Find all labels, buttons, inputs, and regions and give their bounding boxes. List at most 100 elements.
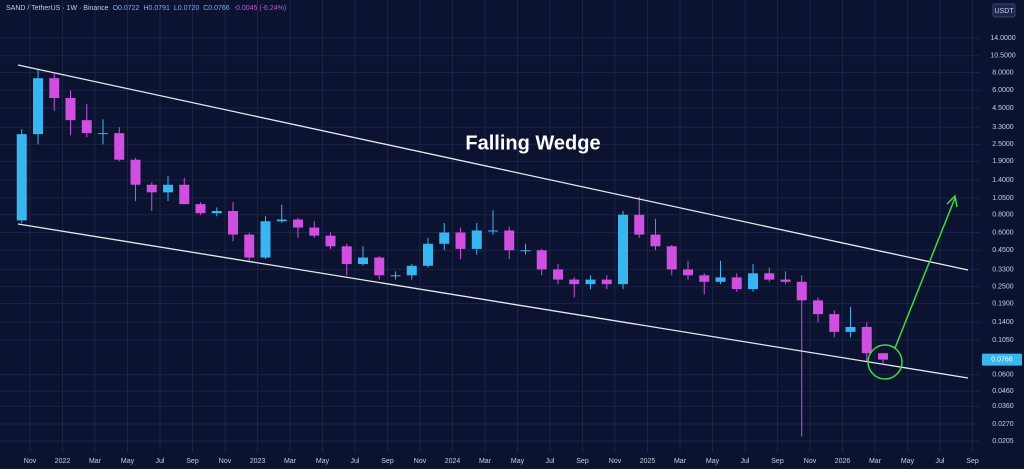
y-tick-label: 2.5000: [992, 141, 1014, 148]
breakout-circle: [867, 344, 903, 380]
candle-body: [861, 326, 872, 354]
y-tick-label: 1.0500: [992, 195, 1014, 202]
candle-body: [764, 273, 775, 280]
x-tick-label: Jul: [741, 458, 750, 465]
candles: [16, 69, 888, 437]
x-tick-label: 2024: [445, 458, 461, 465]
candle-body: [585, 279, 596, 285]
y-tick-label: 0.1400: [992, 319, 1014, 326]
y-tick-label: 3.3000: [992, 124, 1014, 131]
y-tick-label: 0.0600: [992, 372, 1014, 379]
x-tick-label: Sep: [966, 458, 979, 465]
y-tick-label: 0.8000: [992, 212, 1014, 219]
x-tick-label: Jul: [936, 458, 945, 465]
annotation: Falling Wedge: [465, 132, 600, 154]
candle-body: [504, 230, 515, 251]
candle-body: [601, 279, 612, 285]
candle-body: [244, 234, 255, 258]
candle-body: [536, 250, 547, 270]
x-tick-label: 2023: [250, 458, 266, 465]
x-tick-label: Mar: [284, 458, 297, 465]
y-tick-label: 0.3300: [992, 266, 1014, 273]
x-tick-label: Nov: [414, 458, 427, 465]
candle-body: [406, 265, 417, 276]
candle-body: [488, 230, 498, 232]
candle-body: [65, 97, 76, 121]
candle-body: [553, 269, 563, 280]
y-tick-label: 1.9000: [992, 158, 1014, 165]
y-tick-label: 0.6000: [992, 229, 1014, 236]
x-tick-label: Nov: [804, 458, 817, 465]
candle-body: [748, 273, 758, 290]
x-tick-label: Sep: [381, 458, 394, 465]
candle-body: [309, 227, 320, 236]
last-price-box: [982, 353, 1022, 366]
currency-label: USDT: [994, 8, 1014, 15]
candle-body: [146, 184, 157, 193]
candle-body: [341, 246, 352, 265]
x-tick-label: Jul: [351, 458, 360, 465]
candle-body: [16, 134, 27, 221]
ohlc-value: O0.0722: [113, 5, 140, 12]
candle-body: [228, 210, 238, 235]
ohlc-value: H0.0791: [143, 5, 170, 12]
y-tick-label: 0.4500: [992, 247, 1014, 254]
candle-body: [471, 230, 482, 249]
candle-body: [98, 133, 108, 135]
candle-body: [813, 300, 823, 315]
y-tick-label: 0.1900: [992, 300, 1014, 307]
candle-body: [439, 232, 450, 244]
currency-button[interactable]: [992, 3, 1016, 18]
axis: 14.0000 10.5000 8.0000 6.0000 4.5000 3.3000 2.…: [24, 35, 1022, 465]
candle-body: [829, 314, 840, 332]
candle-body: [293, 219, 303, 228]
x-tick-label: Sep: [186, 458, 199, 465]
candle-body: [845, 326, 856, 332]
candle-body: [260, 221, 271, 258]
candle-body: [715, 277, 726, 282]
x-tick-label: May: [901, 458, 915, 465]
x-tick-label: Mar: [674, 458, 687, 465]
y-tick-label: 0.1050: [992, 337, 1014, 344]
candle-body: [618, 214, 628, 285]
candle-body: [49, 78, 60, 98]
candle-body: [699, 275, 710, 282]
candle-body: [276, 219, 287, 222]
ohlc-value: L0.0720: [174, 5, 199, 12]
y-tick-label: 0.0460: [992, 388, 1014, 395]
symbol-header: SAND / TetherUS · 1W · Binance O0.0722 H0.…: [6, 5, 286, 12]
x-tick-label: May: [706, 458, 720, 465]
x-tick-label: Jul: [156, 458, 165, 465]
candle-body: [650, 234, 661, 247]
target-arrow-head: [946, 194, 958, 208]
candle-body: [569, 279, 580, 285]
candle-body: [179, 184, 190, 205]
x-tick-label: Mar: [479, 458, 492, 465]
ohlc-value: C0.0766: [203, 5, 230, 12]
x-tick-label: Nov: [219, 458, 232, 465]
wedge-lower-line: [17, 223, 969, 379]
ohlc-value: -0.0045 (-6.24%): [234, 5, 287, 12]
y-tick-label: 10.5000: [990, 53, 1015, 60]
y-tick-label: 1.4000: [992, 177, 1014, 184]
last-price-label: 0.0766: [991, 356, 1013, 363]
candle-body: [33, 78, 43, 135]
x-tick-label: Mar: [869, 458, 882, 465]
candle-body: [423, 243, 433, 266]
candle-body: [81, 120, 92, 134]
candle-body: [195, 204, 206, 214]
candle-body: [211, 210, 222, 214]
candle-body: [520, 250, 531, 252]
symbol: SAND / TetherUS · 1W · Binance: [6, 5, 109, 12]
candle-body: [374, 257, 385, 276]
y-tick-label: 4.5000: [992, 105, 1014, 112]
candle-body: [666, 246, 677, 270]
y-tick-label: 0.0360: [992, 403, 1014, 410]
wedge-upper-line: [17, 64, 969, 271]
target-arrow: [894, 197, 956, 349]
y-tick-label: 0.2500: [992, 283, 1014, 290]
x-tick-label: 2025: [640, 458, 656, 465]
y-tick-label: 0.0205: [992, 438, 1014, 445]
y-tick-label: 0.0270: [992, 421, 1014, 428]
